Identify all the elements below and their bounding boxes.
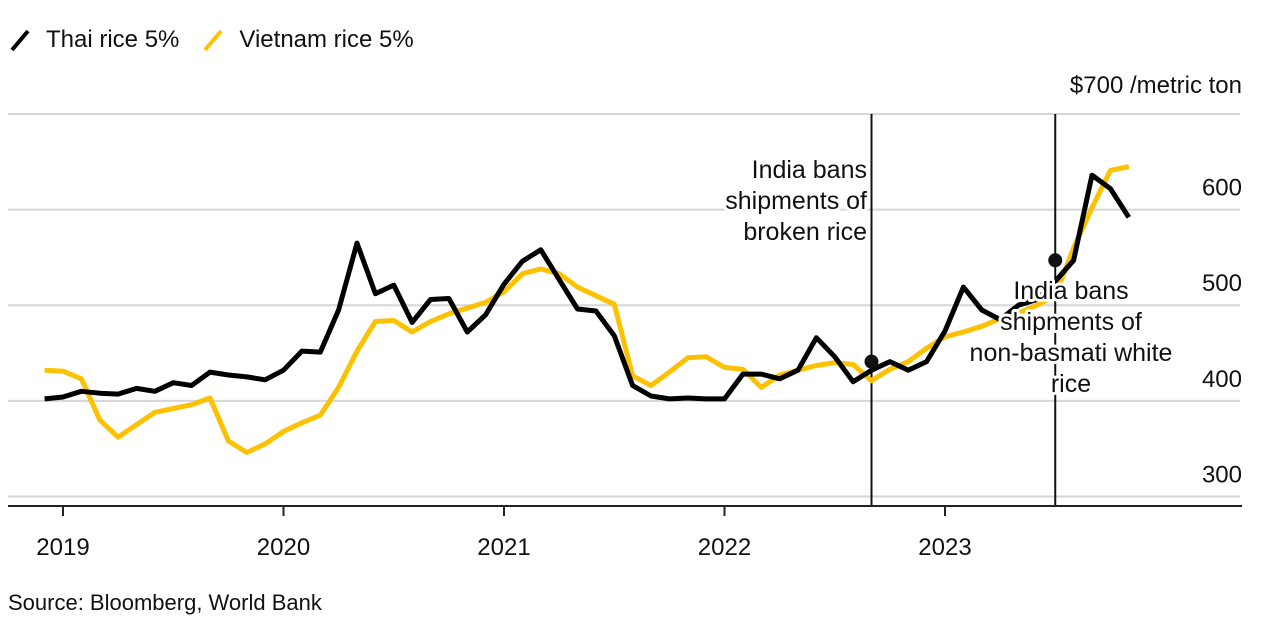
y-tick-label-400: 400 xyxy=(1202,366,1242,393)
annotation-marker-1 xyxy=(864,354,879,369)
legend-swatch-vietnam-icon xyxy=(203,29,223,52)
x-tick-label-2023: 2023 xyxy=(918,534,971,561)
legend: Thai rice 5% Vietnam rice 5% xyxy=(8,24,436,56)
annotation-label-1-2: shipments of xyxy=(725,187,867,215)
x-tick-label-2022: 2022 xyxy=(698,534,751,561)
y-tick-label-600: 600 xyxy=(1202,175,1242,202)
annotation-label-2-3: non-basmati white xyxy=(970,339,1173,367)
y-tick-label-300: 300 xyxy=(1202,461,1242,488)
x-tick-label-2019: 2019 xyxy=(36,534,89,561)
annotation-label-halo-2-2: shipments of xyxy=(1000,308,1142,336)
annotation-label-halo-1-2: shipments of xyxy=(725,187,867,215)
legend-label-vietnam: Vietnam rice 5% xyxy=(239,26,414,53)
legend-swatch-thai-icon xyxy=(10,29,30,52)
series-line-vietnam xyxy=(44,164,1130,455)
annotation-label-2-2: shipments of xyxy=(1000,308,1142,336)
annotation-label-halo-2-4: rice xyxy=(1051,370,1091,398)
annotation-label-halo-1-1: India bans xyxy=(752,156,867,184)
legend-item-vietnam: Vietnam rice 5% xyxy=(201,26,414,54)
legend-item-thai: Thai rice 5% xyxy=(8,26,179,54)
x-tick-label-2021: 2021 xyxy=(477,534,530,561)
annotation-marker-2 xyxy=(1048,253,1063,268)
y-unit-label: $700 /metric ton xyxy=(1070,72,1242,99)
annotation-label-1-3: broken rice xyxy=(743,218,867,246)
y-tick-label-500: 500 xyxy=(1202,270,1242,297)
annotation-label-halo-1-3: broken rice xyxy=(743,218,867,246)
source-note: Source: Bloomberg, World Bank xyxy=(8,590,322,615)
annotation-label-1-1: India bans xyxy=(752,156,867,184)
annotation-label-halo-2-3: non-basmati white xyxy=(970,339,1173,367)
annotation-label-halo-2-1: India bans xyxy=(1013,277,1128,305)
series-line-thai xyxy=(44,172,1131,402)
annotation-label-2-1: India bans xyxy=(1013,277,1128,305)
annotation-label-2-4: rice xyxy=(1051,370,1091,398)
x-tick-label-2020: 2020 xyxy=(257,534,310,561)
legend-label-thai: Thai rice 5% xyxy=(46,26,180,53)
